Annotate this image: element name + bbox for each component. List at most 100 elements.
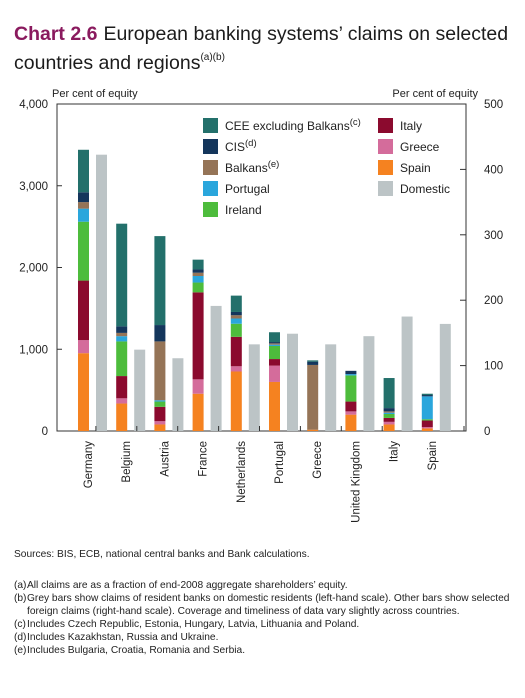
left-axis-tick-label: 4,000 <box>19 99 48 111</box>
bar-ireland <box>345 375 357 402</box>
bar-balkans <box>192 272 204 277</box>
x-axis-label: Germany <box>83 441 95 489</box>
bar-domestic <box>287 333 298 431</box>
bar-italy <box>383 417 395 422</box>
footnote-c: (c) Includes Czech Republic, Estonia, Hun… <box>14 619 360 630</box>
bar-balkans <box>307 364 319 430</box>
bar-cis <box>230 311 242 316</box>
legend-label-domestic: Domestic <box>400 182 450 196</box>
bar-cis <box>421 395 433 397</box>
legend-label-spain: Spain <box>400 161 431 175</box>
bar-ireland <box>383 413 395 418</box>
bar-cis <box>154 325 166 342</box>
bar-balkans <box>78 202 89 209</box>
bar-italy <box>345 401 357 412</box>
bar-ireland <box>230 323 242 337</box>
right-axis-tick-label: 500 <box>484 99 503 111</box>
chart-title: Chart 2.6 European banking systems’ claim… <box>14 22 514 75</box>
legend-label-balkans: Balkans(e) <box>225 159 279 175</box>
legend-swatch-italy <box>378 118 393 133</box>
legend-swatch-cis <box>203 139 218 154</box>
bar-portugal <box>192 276 204 283</box>
bar-cee <box>307 360 319 362</box>
bar-ireland <box>78 221 89 281</box>
bar-cee <box>230 295 242 312</box>
bar-cis <box>383 408 395 412</box>
right-axis-tick-label: 200 <box>484 295 503 307</box>
bar-balkans <box>269 343 280 345</box>
bar-spain <box>421 428 433 431</box>
bar-spain <box>192 393 204 431</box>
x-axis-label: Italy <box>389 441 401 462</box>
bar-ireland <box>154 401 166 407</box>
left-axis-tick-label: 1,000 <box>19 344 48 356</box>
bar-cee <box>383 378 395 409</box>
bar-greece <box>154 421 166 425</box>
x-axis-label: France <box>198 441 210 477</box>
right-axis-label: Per cent of equity <box>392 88 478 100</box>
legend-label-ireland: Ireland <box>225 203 262 217</box>
bar-greece <box>345 411 357 415</box>
x-axis-label: United Kingdom <box>350 441 362 523</box>
bar-greece <box>230 366 242 372</box>
bar-greece <box>116 398 128 404</box>
bar-italy <box>192 292 204 380</box>
legend-label-cis: CIS(d) <box>225 138 257 154</box>
right-axis-tick-label: 300 <box>484 230 503 242</box>
legend-label-cee: CEE excluding Balkans(c) <box>225 117 361 133</box>
bar-domestic <box>439 323 451 431</box>
bar-cee <box>154 236 166 326</box>
bar-ireland <box>269 345 280 360</box>
bar-domestic <box>325 344 337 431</box>
bar-ireland <box>116 341 128 377</box>
bar-cis <box>307 361 319 365</box>
bar-italy <box>116 376 128 399</box>
bar-spain <box>154 424 166 431</box>
bar-ireland <box>192 282 204 293</box>
bar-portugal <box>154 400 166 402</box>
bar-greece <box>421 427 433 429</box>
legend-swatch-greece <box>378 139 393 154</box>
bar-domestic <box>210 305 222 431</box>
left-axis-label: Per cent of equity <box>52 88 138 100</box>
left-axis-tick-label: 0 <box>42 426 48 438</box>
left-axis-tick-label: 3,000 <box>19 181 48 193</box>
right-axis-tick-label: 100 <box>484 361 503 373</box>
bar-italy <box>230 336 242 367</box>
x-axis-label: Greece <box>312 441 324 479</box>
bar-spain <box>307 429 319 431</box>
x-axis-label: Belgium <box>121 441 133 483</box>
x-axis-label: Austria <box>159 440 171 476</box>
legend-label-italy: Italy <box>400 119 422 133</box>
bar-domestic <box>172 358 184 431</box>
chart-title-footnote-ref: (a)(b) <box>200 52 225 63</box>
footnote-d: (d) Includes Kazakhstan, Russia and Ukrai… <box>14 632 219 643</box>
bar-domestic <box>134 349 146 431</box>
sources-note: Sources: BIS, ECB, national central bank… <box>14 549 310 560</box>
chart-number: Chart 2.6 <box>14 23 98 45</box>
footnote-b: (b) Grey bars show claims of resident ban… <box>14 593 510 617</box>
bar-portugal <box>269 344 280 346</box>
bar-cis <box>192 269 204 273</box>
bar-balkans <box>116 332 128 337</box>
bar-cee <box>269 332 280 343</box>
bar-portugal <box>230 318 242 324</box>
bar-italy <box>78 280 89 341</box>
legend-swatch-domestic <box>378 181 393 196</box>
legend-swatch-ireland <box>203 202 218 217</box>
chart-plot: 0 1,000 2,000 3,000 4,000 0 100 200 300 400 500 Per… <box>19 88 503 523</box>
bar-domestic <box>96 154 107 431</box>
bar-greece <box>192 379 204 394</box>
bar-italy <box>269 359 280 366</box>
bar-balkans <box>383 411 395 413</box>
chart-title-line2: countries and regions <box>14 52 201 74</box>
bar-portugal <box>421 396 433 420</box>
bar-greece <box>269 365 280 382</box>
footnote-e: (e) Includes Bulgaria, Croatia, Romania a… <box>14 645 246 656</box>
legend-swatch-cee <box>203 118 218 133</box>
bar-domestic <box>248 344 260 431</box>
bar-ireland <box>421 419 433 421</box>
bar-cis <box>345 370 357 375</box>
bar-spain <box>230 371 242 431</box>
bar-spain <box>383 424 395 431</box>
